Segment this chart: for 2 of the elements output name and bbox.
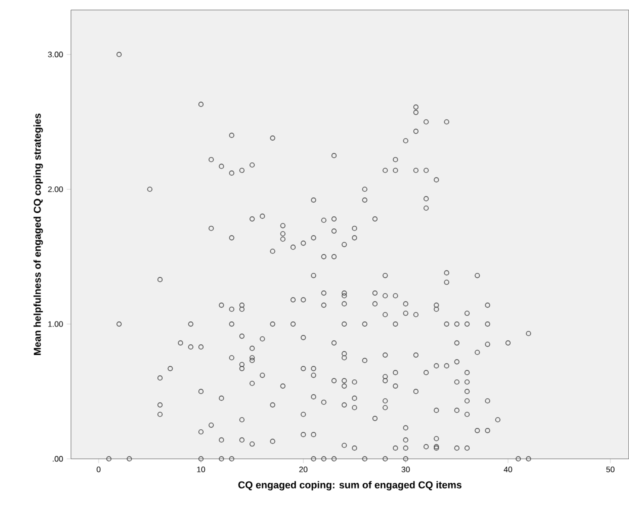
y-axis-title: Mean helpfulness of engaged CQ coping strategies [34,114,43,356]
x-axis-title: CQ engaged coping: sum of engaged CQ items [238,481,462,490]
